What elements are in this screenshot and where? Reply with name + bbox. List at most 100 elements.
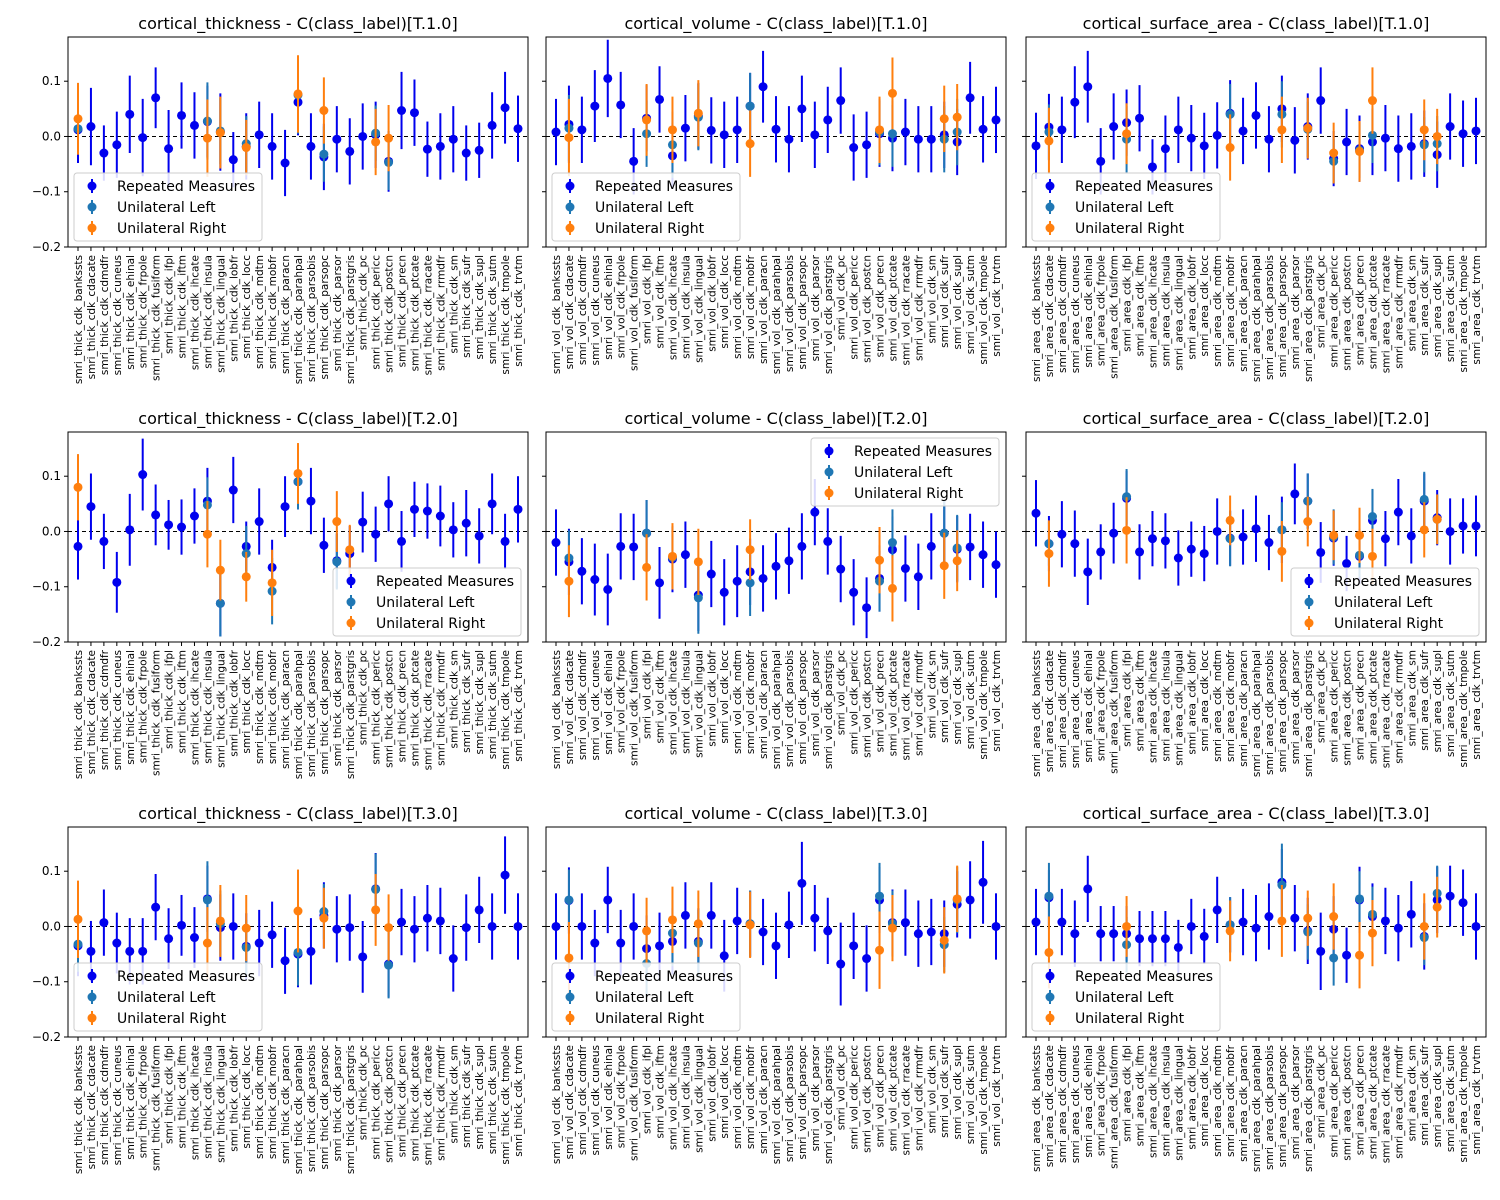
data-point [875,945,885,955]
panel-title: cortical_volume - C(class_label)[T.2.0] [624,409,927,429]
data-point [1393,923,1403,933]
data-point [642,562,652,572]
x-tick-label: smri_thick_cdk_mdtm [254,255,266,369]
x-tick-label: smri_area_cdk_pc [1316,650,1328,743]
data-point [1445,122,1455,132]
data-point [590,938,600,948]
data-point [112,938,122,948]
y-tick-label: 0.1 [42,469,61,483]
data-point [745,920,755,930]
legend-label-unilateral-left: Unilateral Left [1075,990,1174,1006]
x-tick-label: smri_vol_cdk_bankssts [551,255,563,374]
legend-marker-unilateral-left [87,992,97,1002]
data-point [978,877,988,887]
x-tick-label: smri_thick_cdk_precn [397,1045,409,1157]
data-point [719,951,729,961]
data-point [500,103,510,113]
x-tick-label: smri_thick_cdk_cdmdfr [99,254,111,375]
data-point [474,531,484,541]
legend-label-unilateral-right: Unilateral Right [1334,616,1444,632]
data-point [1096,929,1106,939]
data-point [667,125,677,135]
data-point [991,560,1001,570]
data-point [384,499,394,509]
x-tick-label: smri_area_cdk_cuneus [1070,1045,1082,1163]
data-point [1122,129,1132,139]
data-point [151,902,161,912]
data-point [797,878,807,888]
data-point [1419,525,1429,535]
data-point [202,938,212,948]
data-point [371,529,381,539]
x-tick-label: smri_vol_cdk_parsor [810,254,822,361]
x-tick-label: smri_thick_cdk_sm [448,255,460,353]
data-point [435,511,445,521]
y-tick-label: 0.0 [42,129,61,143]
panel-title: cortical_thickness - C(class_label)[T.2.… [138,409,457,429]
y-tick-label: 0.0 [42,524,61,538]
data-point [1329,912,1339,922]
x-tick-label: smri_area_cdk_iftm [1135,1045,1147,1146]
data-point [1044,947,1054,957]
x-tick-label: smri_thick_cdk_parsopc [319,255,331,380]
x-tick-label: smri_vol_cdk_fusiform [629,1045,641,1161]
x-tick-label: smri_area_cdk_mdtm [1212,650,1224,762]
data-point [177,522,187,532]
x-tick-label: smri_vol_cdk_ifpl [642,1045,654,1134]
legend: Repeated Measures Unilateral Left Unilater… [332,567,522,637]
x-tick-label: smri_vol_cdk_insula [680,1045,692,1149]
x-tick-label: smri_vol_cdk_mdtm [732,255,744,359]
x-tick-label: smri_vol_cdk_parsor [810,1044,822,1151]
x-tick-label: smri_area_cdk_sufr [1419,1044,1431,1145]
data-point [513,124,523,134]
x-tick-label: smri_area_cdk_parsopc [1277,255,1289,378]
data-point [73,482,83,492]
data-point [1355,950,1365,960]
axes-frame [545,431,1007,643]
x-tick-label: smri_area_cdk_tmpole [1458,1045,1470,1162]
data-point [862,140,872,150]
data-point [345,146,355,156]
panel-6: cortical_surface_area - C(class_label)[T… [1022,409,1487,777]
x-tick-label: smri_thick_cdk_ptcate [409,1045,421,1161]
x-tick-label: smri_vol_cdk_pc [836,650,848,735]
data-point [177,110,187,120]
data-point [306,946,316,956]
x-tick-label: smri_thick_cdk_locc [241,255,253,359]
x-tick-label: smri_thick_cdk_bankssts [73,1045,85,1174]
data-point [745,101,755,111]
data-point [1329,148,1339,158]
data-point [706,569,716,579]
data-point [680,123,690,133]
data-point [1393,507,1403,517]
x-tick-label: smri_area_cdk_parsor [1290,1044,1302,1159]
x-tick-label: smri_area_cdk_tmpole [1458,255,1470,372]
legend-marker-unilateral-right [87,1013,97,1023]
data-point [719,587,729,597]
data-point [1471,521,1481,531]
data-point [642,926,652,936]
x-tick-label: smri_thick_cdk_tmpole [500,255,512,375]
x-tick-label: smri_vol_cdk_insula [680,255,692,359]
data-point [306,496,316,506]
x-tick-label: smri_area_cdk_sutm [1445,255,1457,362]
x-tick-label: smri_thick_cdk_trvtm [513,1045,525,1157]
panel-1: cortical_thickness - C(class_label)[T.1.… [32,14,529,384]
axes-frame [1025,431,1487,643]
x-tick-label: smri_thick_cdk_ehinal [125,1045,137,1160]
data-point [448,525,458,535]
data-point [862,954,872,964]
x-tick-label: smri_vol_cdk_parsopc [797,255,809,370]
x-tick-label: smri_area_cdk_frpole [1096,1045,1108,1156]
x-tick-label: smri_thick_cdk_sutm [487,650,499,759]
data-point [823,115,833,125]
data-point [1303,913,1313,923]
x-tick-label: smri_vol_cdk_precn [875,650,887,752]
data-point [358,952,368,962]
legend: Repeated Measures Unilateral Left Unilater… [73,172,263,242]
x-tick-label: smri_thick_cdk_sm [448,1045,460,1143]
x-tick-label: smri_area_cdk_supl [1432,255,1444,357]
x-tick-label: smri_area_cdk_rrmdfr [1393,1044,1405,1158]
legend-marker-unilateral-right [824,488,834,498]
data-point [99,536,109,546]
